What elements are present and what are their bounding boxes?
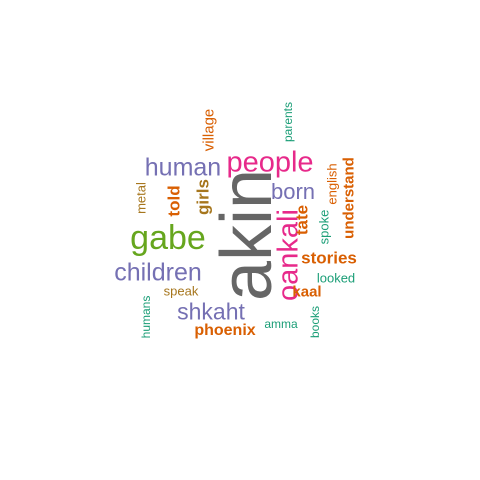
word-shkaht: shkaht <box>177 298 245 325</box>
word-girls: girls <box>193 179 213 215</box>
word-village: village <box>200 108 218 152</box>
word-english: english <box>324 163 340 205</box>
word-humans: humans <box>139 295 153 339</box>
word-amma: amma <box>264 317 298 331</box>
word-parents: parents <box>281 101 295 143</box>
word-books: books <box>308 305 322 339</box>
word-children: children <box>114 258 202 287</box>
word-speak: speak <box>163 283 199 299</box>
word-metal: metal <box>133 182 149 214</box>
word-people: people <box>226 146 314 179</box>
word-gabe: gabe <box>130 219 206 257</box>
word-spoke: spoke <box>316 209 332 245</box>
word-tate: tate <box>292 204 312 236</box>
word-stories: stories <box>301 248 357 268</box>
word-understand: understand <box>340 157 358 239</box>
word-born: born <box>270 179 316 204</box>
word-kaal: kaal <box>292 283 322 301</box>
word-told: told <box>164 185 184 217</box>
word-human: human <box>144 153 222 182</box>
word-looked: looked <box>316 270 356 286</box>
word-phoenix: phoenix <box>194 322 256 339</box>
